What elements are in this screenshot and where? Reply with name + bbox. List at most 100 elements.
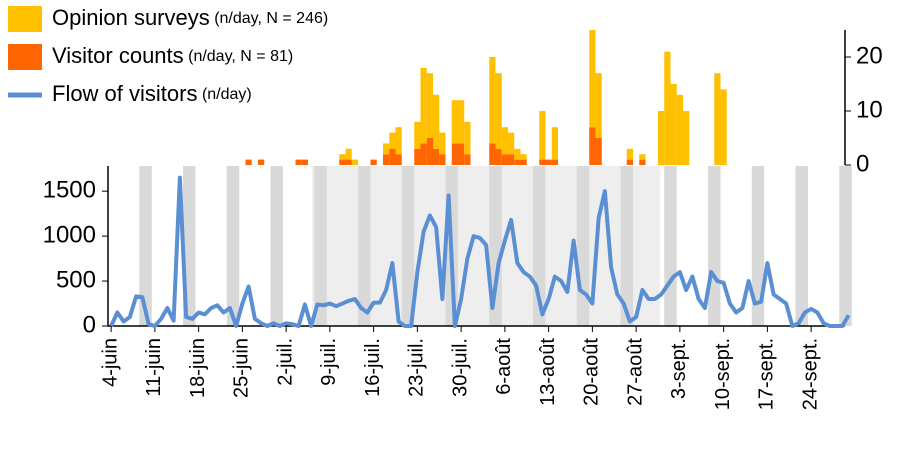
legend-note: (n/day, N = 81) bbox=[188, 48, 293, 65]
x-tick-label: 9-juil. bbox=[318, 338, 340, 386]
bar bbox=[683, 111, 690, 165]
weekend-band bbox=[576, 166, 590, 326]
x-tick-label: 20-août bbox=[581, 338, 603, 406]
legend-name: Flow of visitors bbox=[52, 81, 197, 106]
bar bbox=[345, 148, 352, 160]
bar bbox=[389, 148, 396, 165]
x-tick-label: 18-juin bbox=[187, 338, 209, 398]
weekend-band bbox=[664, 166, 677, 326]
y-tick-label: 1000 bbox=[43, 221, 96, 248]
bar bbox=[539, 159, 546, 165]
y2-tick-label: 0 bbox=[856, 150, 869, 177]
bar bbox=[383, 154, 390, 165]
x-tick-label: 6-août bbox=[493, 338, 515, 395]
bar bbox=[514, 159, 521, 165]
bar bbox=[420, 143, 427, 165]
bar bbox=[339, 159, 346, 165]
weekend-band bbox=[314, 166, 327, 326]
legend-name: Opinion surveys bbox=[52, 5, 210, 30]
bar bbox=[551, 127, 558, 160]
bar bbox=[464, 121, 471, 155]
bar bbox=[426, 73, 433, 138]
x-tick-label: 27-août bbox=[624, 338, 646, 406]
bar bbox=[395, 154, 402, 165]
y2-tick-label: 10 bbox=[856, 96, 883, 123]
bar bbox=[595, 138, 602, 165]
bar bbox=[245, 159, 252, 165]
weekend-band bbox=[270, 166, 283, 326]
weekend-band bbox=[401, 166, 415, 326]
y-tick-label: 1500 bbox=[43, 177, 96, 204]
legend-note: (n/day, N = 246) bbox=[214, 10, 328, 27]
bar bbox=[389, 132, 396, 149]
legend-label: Visitor counts (n/day, N = 81) bbox=[52, 43, 293, 68]
bar bbox=[676, 94, 683, 165]
bar bbox=[714, 73, 721, 165]
bar bbox=[489, 143, 496, 165]
bar bbox=[545, 159, 552, 165]
x-tick-label: 11-juin bbox=[143, 338, 165, 397]
bar bbox=[426, 138, 433, 165]
weekend-band bbox=[839, 166, 852, 326]
bar bbox=[508, 132, 515, 155]
bar bbox=[664, 51, 671, 165]
bar bbox=[551, 159, 558, 165]
bar bbox=[658, 111, 665, 165]
bar bbox=[420, 67, 427, 144]
bar bbox=[520, 159, 527, 165]
bar bbox=[370, 159, 377, 165]
x-tick-label: 25-juin bbox=[231, 338, 253, 398]
bar bbox=[439, 132, 446, 155]
legend-swatch bbox=[8, 44, 42, 70]
weekend-band bbox=[139, 166, 152, 326]
y2-tick-label: 20 bbox=[856, 42, 883, 69]
bar bbox=[458, 143, 465, 165]
bar bbox=[514, 148, 521, 160]
bar bbox=[383, 143, 390, 155]
bar bbox=[495, 73, 502, 149]
legend-label: Flow of visitors (n/day) bbox=[52, 81, 252, 106]
bar bbox=[495, 148, 502, 165]
bar bbox=[433, 94, 440, 149]
bar bbox=[451, 100, 458, 144]
weekend-band bbox=[226, 166, 240, 326]
x-tick-label: 2-juil. bbox=[274, 338, 296, 386]
bar bbox=[439, 154, 446, 165]
x-tick-label: 4-juin bbox=[99, 338, 121, 387]
x-tick-label: 17-sept. bbox=[756, 338, 778, 410]
y-tick-label: 500 bbox=[56, 266, 96, 293]
bar bbox=[589, 30, 596, 128]
x-tick-label: 30-juil. bbox=[449, 338, 471, 397]
bar bbox=[501, 127, 508, 155]
bar bbox=[339, 154, 346, 160]
bar bbox=[626, 159, 633, 165]
bar bbox=[670, 84, 677, 165]
bar bbox=[258, 159, 265, 165]
bar bbox=[414, 121, 421, 149]
legend-note: (n/day) bbox=[202, 86, 252, 103]
weekend-band bbox=[620, 166, 633, 326]
x-tick-label: 3-sept. bbox=[668, 338, 690, 399]
bar bbox=[489, 57, 496, 144]
bar bbox=[508, 154, 515, 165]
line bbox=[109, 175, 851, 328]
bar bbox=[639, 159, 646, 165]
x-tick-label: 10-sept. bbox=[712, 338, 734, 410]
legend-label: Opinion surveys (n/day, N = 246) bbox=[52, 5, 328, 30]
bar bbox=[451, 143, 458, 165]
bar bbox=[626, 148, 633, 160]
bar bbox=[720, 89, 727, 165]
bar bbox=[295, 159, 302, 165]
legend-name: Visitor counts bbox=[52, 43, 184, 68]
weekend-band bbox=[489, 166, 502, 326]
weekend-band bbox=[795, 166, 808, 326]
legend-swatch bbox=[8, 6, 42, 32]
weekend-band bbox=[708, 166, 721, 326]
x-tick-label: 13-août bbox=[537, 338, 559, 406]
bar bbox=[464, 154, 471, 165]
x-tick-label: 16-juil. bbox=[362, 338, 384, 397]
x-tick-label: 24-sept. bbox=[799, 338, 821, 410]
weekend-band bbox=[358, 166, 371, 326]
bar bbox=[595, 73, 602, 138]
